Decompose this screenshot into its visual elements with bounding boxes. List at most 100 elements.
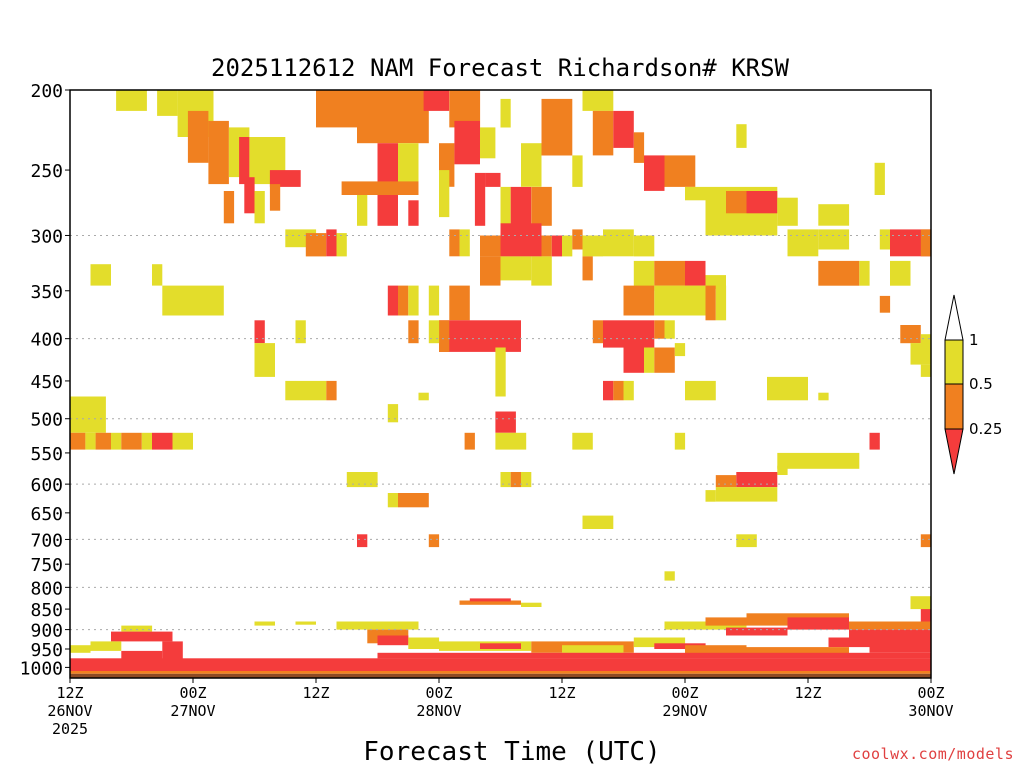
ri-cell xyxy=(736,534,757,548)
ri-cell xyxy=(521,143,542,187)
ri-cell xyxy=(500,186,511,236)
plot-frame xyxy=(69,89,932,679)
legend-bin-low xyxy=(944,428,964,475)
x-tick-label: 00Z xyxy=(425,684,452,702)
ri-cell xyxy=(767,376,808,401)
ri-cell xyxy=(705,285,716,321)
ri-cell xyxy=(152,264,163,286)
ri-cell xyxy=(777,197,798,226)
ri-cell xyxy=(541,235,552,257)
ri-cell xyxy=(654,643,706,649)
ri-cell xyxy=(787,617,849,630)
ri-cell xyxy=(521,602,542,607)
ri-cell xyxy=(715,487,778,502)
ri-cell xyxy=(859,260,870,286)
y-tick-label: 200 xyxy=(30,81,63,102)
ri-cell xyxy=(572,432,593,450)
ri-cell xyxy=(777,452,860,469)
ri-cell xyxy=(428,285,440,316)
ri-cell xyxy=(70,645,91,653)
ri-cell xyxy=(910,343,931,365)
ri-cell xyxy=(874,162,885,195)
ri-cell xyxy=(541,98,573,156)
ri-cell xyxy=(449,285,470,321)
ri-cell xyxy=(439,170,450,218)
ri-cell xyxy=(705,490,716,502)
ri-cell xyxy=(685,186,706,201)
ri-cell xyxy=(818,260,860,286)
ri-cell xyxy=(644,347,655,373)
ri-cell xyxy=(269,170,301,187)
ri-cell xyxy=(869,432,880,450)
ri-cell xyxy=(531,256,552,286)
ri-cell xyxy=(910,596,931,610)
ri-cell xyxy=(500,472,511,488)
ri-cell xyxy=(398,285,409,316)
ri-cell xyxy=(500,256,521,281)
x-tick-label: 00Z xyxy=(917,684,944,702)
ri-cell xyxy=(423,90,450,111)
ri-cell xyxy=(685,645,747,655)
ri-cell xyxy=(715,475,737,488)
ri-cell xyxy=(664,320,675,339)
y-tick-label: 900 xyxy=(30,621,63,642)
x-tick-label: 00Z xyxy=(671,684,698,702)
x-tick-label: 00Z xyxy=(179,684,206,702)
legend-bin-high xyxy=(944,339,964,385)
ri-cell xyxy=(254,320,265,344)
ri-cell xyxy=(162,285,224,316)
ri-cell xyxy=(480,643,521,649)
ri-cell xyxy=(900,325,921,344)
x-tick-label: 27NOV xyxy=(170,702,215,720)
ri-cell xyxy=(736,124,747,148)
ri-cell xyxy=(387,404,399,423)
ri-cell xyxy=(654,260,686,286)
ri-cell xyxy=(172,432,193,450)
ri-cell xyxy=(157,90,178,116)
ri-cell xyxy=(920,604,932,630)
chart-title: 2025112612 NAM Forecast Richardson# KRSW xyxy=(211,54,790,82)
ri-cell xyxy=(500,98,511,128)
ri-cell xyxy=(428,534,440,548)
ri-cell xyxy=(726,191,747,214)
x-tick-label: 12Z xyxy=(548,684,575,702)
ri-cell xyxy=(869,637,931,653)
ri-cell xyxy=(95,432,111,450)
ri-cell xyxy=(377,195,398,226)
legend-label: 1 xyxy=(969,331,979,349)
ri-cell xyxy=(654,320,665,339)
ri-cell xyxy=(674,343,686,357)
ri-cell xyxy=(239,137,250,185)
ri-cell xyxy=(459,600,521,605)
ri-cell xyxy=(223,191,235,224)
ri-cell xyxy=(70,671,931,674)
ri-cell xyxy=(398,143,419,185)
ri-cell xyxy=(495,411,516,433)
ri-cell xyxy=(623,285,655,316)
ri-cell xyxy=(244,177,255,214)
ri-cell xyxy=(116,90,147,111)
ri-cell xyxy=(849,621,931,630)
ri-cell xyxy=(531,186,552,226)
ri-cell xyxy=(890,260,911,286)
ri-cell xyxy=(90,264,111,286)
ri-cell xyxy=(746,191,778,214)
ri-cell xyxy=(254,621,275,626)
y-tick-label: 1000 xyxy=(20,658,63,679)
ri-cell xyxy=(387,493,399,508)
y-tick-label: 950 xyxy=(30,640,63,661)
ri-cell xyxy=(70,396,106,433)
ri-cell xyxy=(387,285,399,316)
ri-cell xyxy=(480,235,501,257)
ri-cell xyxy=(408,200,419,226)
x-tick-label: 28NOV xyxy=(416,702,461,720)
ri-cell xyxy=(208,120,229,185)
ri-cell xyxy=(357,534,368,548)
ri-cell xyxy=(920,229,932,257)
ri-cell xyxy=(346,472,378,488)
ri-cell xyxy=(572,155,583,187)
ri-cell xyxy=(777,465,788,475)
x-tick-label: 29NOV xyxy=(662,702,707,720)
ri-cell xyxy=(495,432,527,450)
ri-cell xyxy=(454,120,480,165)
